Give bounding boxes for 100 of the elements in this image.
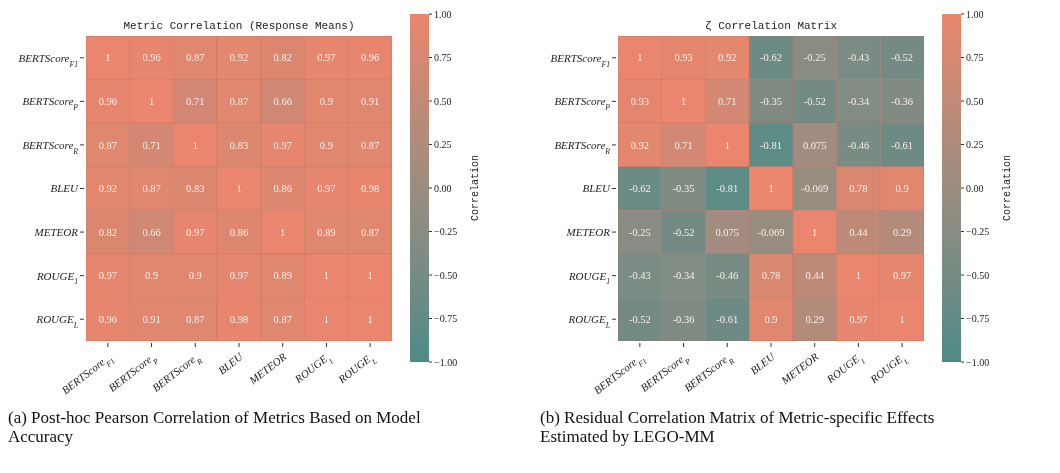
y-tick-label: BERTScore$_{F1}$ (550, 51, 611, 69)
data-label: 1 (323, 270, 330, 282)
color-bar-label: 0.25 (434, 139, 452, 150)
data-label: 0.87 (186, 52, 205, 64)
color-bar-label: −0.50 (966, 269, 990, 281)
color-bar-title: Correlation (1002, 154, 1013, 222)
data-label: 0.78 (849, 183, 868, 195)
y-tick-label: METEOR (33, 225, 79, 238)
data-label: 0.97 (186, 226, 205, 238)
data-label: -0.34 (847, 96, 871, 108)
data-label: 0.9 (188, 270, 202, 282)
data-label: 0.87 (360, 139, 380, 151)
data-label: 0.98 (229, 313, 249, 325)
text: (b) Residual Correlation Matrix of Metric-specific Effects Estimated by LEGO-MM (540, 408, 936, 446)
data-label: -0.52 (891, 52, 914, 64)
data-label: -0.52 (628, 313, 651, 325)
data-label: -0.069 (757, 226, 785, 238)
data-label: 0.89 (317, 226, 336, 238)
data-label: 0.93 (674, 52, 693, 64)
color-bar-label: −0.25 (966, 226, 990, 237)
color-bar-label: 0.25 (966, 139, 984, 150)
data-label: 0.9 (145, 270, 159, 282)
data-label: -0.52 (672, 226, 695, 238)
data-label: -0.81 (716, 183, 739, 195)
data-label: 0.89 (273, 270, 292, 282)
data-label: 0.96 (98, 96, 118, 108)
color-bar-label: 0.50 (966, 95, 984, 107)
color-bar-label: −0.75 (966, 313, 990, 324)
y-tick-label: ROUGE$_{L}$ (35, 313, 78, 330)
data-label: -0.43 (628, 270, 651, 282)
data-label: 0.97 (317, 183, 336, 195)
data-label: 1 (899, 313, 905, 325)
data-label: 0.96 (142, 52, 161, 64)
data-label: 0.97 (273, 139, 292, 151)
data-label: 0.82 (273, 52, 292, 64)
color-bar-label: −0.50 (434, 269, 458, 281)
data-label: 0.92 (718, 52, 737, 64)
y-tick-label: BERTScore$_{P}$ (554, 95, 611, 112)
data-label: 0.97 (892, 270, 912, 282)
data-label: 0.075 (715, 226, 740, 238)
data-label: -0.62 (760, 52, 782, 64)
y-tick-label: ROUGE$_{1}$ (567, 269, 611, 286)
data-label: 0.97 (849, 313, 868, 325)
data-label: 1 (280, 226, 286, 238)
chart-title: Metric Correlation (Response Means) (122, 20, 356, 32)
data-label: 0.9 (319, 96, 333, 108)
data-label: 0.66 (273, 96, 292, 108)
data-label: 1 (812, 226, 818, 238)
data-label: -0.069 (801, 183, 829, 195)
data-label: 0.83 (186, 183, 205, 195)
data-label: 1 (855, 270, 862, 282)
data-label: 0.44 (849, 226, 869, 238)
color-bar-label: −1.00 (434, 356, 458, 368)
color-bar-label: −0.25 (434, 226, 458, 237)
data-label: 0.29 (805, 313, 824, 325)
data-label: 0.97 (317, 52, 336, 64)
data-label: -0.25 (628, 226, 651, 238)
y-tick-label: BERTScore$_{R}$ (554, 138, 611, 156)
color-bar-label: 0.75 (966, 52, 984, 63)
data-label: 0.86 (229, 226, 249, 238)
color-bar-label: 0.00 (966, 182, 984, 194)
y-tick-label: BERTScore$_{F1}$ (18, 51, 79, 69)
color-bar-label: 0.75 (434, 52, 452, 63)
data-label: 0.78 (761, 270, 781, 282)
y-tick-label: METEOR (565, 225, 611, 238)
data-label: 0.71 (718, 96, 737, 108)
data-label: -0.35 (760, 96, 782, 108)
data-label: 0.87 (273, 313, 292, 325)
data-label: -0.52 (803, 96, 826, 108)
color-bar-label: −1.00 (966, 356, 990, 368)
data-label: 0.87 (186, 313, 205, 325)
data-label: 0.91 (142, 313, 161, 325)
data-label: 0.9 (895, 183, 909, 195)
data-label: 0.29 (892, 226, 912, 238)
data-label: 0.66 (142, 226, 161, 238)
data-label: 1 (148, 96, 155, 108)
y-tick-label: BERTScore$_{P}$ (22, 95, 79, 112)
data-label: 0.96 (360, 52, 380, 64)
data-label: 0.83 (229, 139, 249, 151)
text: (a) Post-hoc Pearson Correlation of Metrics Based on Model Accuracy (8, 408, 422, 446)
data-label: 0.9 (319, 139, 333, 151)
data-label: 1 (236, 183, 242, 195)
chart-title: ζ Correlation Matrix (704, 20, 838, 32)
data-label: 0.075 (802, 139, 827, 151)
data-label: 0.98 (360, 183, 380, 195)
data-label: 0.71 (142, 139, 161, 151)
data-label: -0.61 (716, 313, 739, 325)
data-label: 0.93 (630, 96, 650, 108)
data-label: 1 (768, 183, 774, 195)
data-label: 0.82 (98, 226, 118, 238)
y-tick-label: BLEU (50, 182, 80, 195)
data-label: 0.87 (229, 96, 249, 108)
data-label: 1 (637, 52, 643, 64)
color-bar-label: −0.75 (434, 313, 458, 324)
data-label: 0.71 (674, 139, 693, 151)
data-label: 0.92 (98, 183, 118, 195)
color-bar-label: 1.00 (966, 8, 984, 20)
data-label: 0.71 (186, 96, 205, 108)
data-label: 1 (724, 139, 730, 151)
data-label: 0.87 (98, 139, 118, 151)
